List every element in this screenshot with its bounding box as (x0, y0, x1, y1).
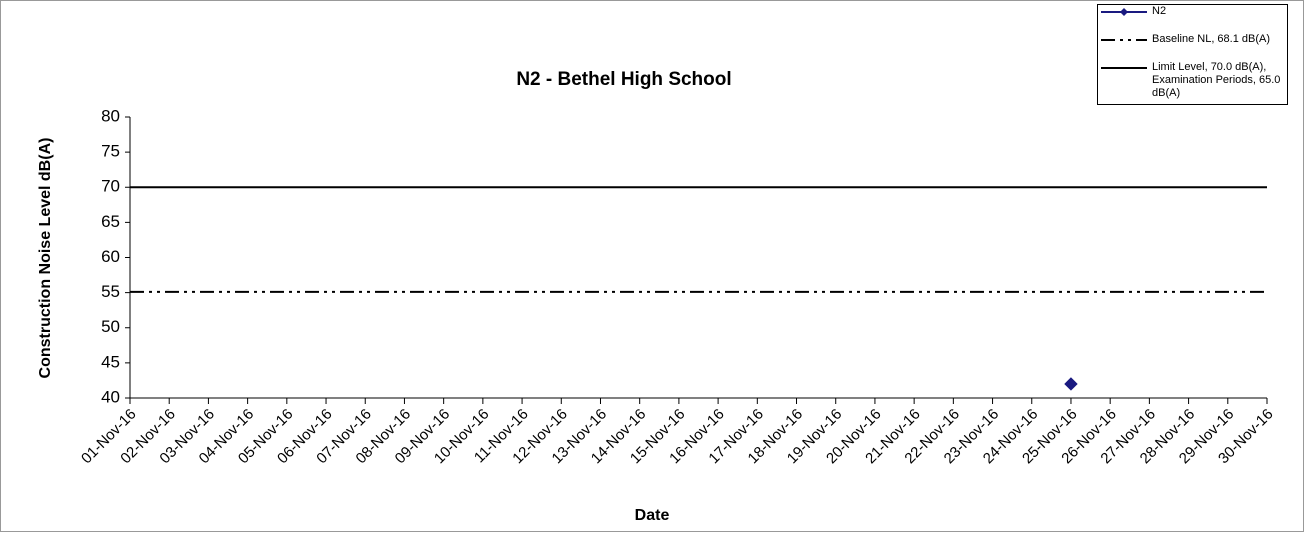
legend-label: Baseline NL, 68.1 dB(A) (1152, 33, 1271, 45)
y-tick-label: 40 (101, 387, 120, 406)
y-tick-label: 80 (101, 106, 120, 125)
legend-label: N2 (1152, 5, 1167, 17)
legend-label: Limit Level, 70.0 dB(A), Examination Per… (1152, 61, 1281, 99)
y-tick-label: 50 (101, 317, 120, 336)
y-tick-label: 75 (101, 142, 120, 161)
x-axis-title: Date (635, 507, 670, 524)
chart-title: N2 - Bethel High School (516, 69, 731, 90)
point (1064, 377, 1078, 391)
y-tick-label: 45 (101, 352, 120, 371)
y-axis-title: Construction Noise Level dB(A) (37, 138, 54, 379)
legend-box (1097, 4, 1288, 105)
y-tick-label: 55 (101, 282, 120, 301)
legend-marker (1120, 8, 1128, 16)
y-tick-label: 70 (101, 177, 120, 196)
y-tick-label: 60 (101, 247, 120, 266)
y-tick-label: 65 (101, 212, 120, 231)
